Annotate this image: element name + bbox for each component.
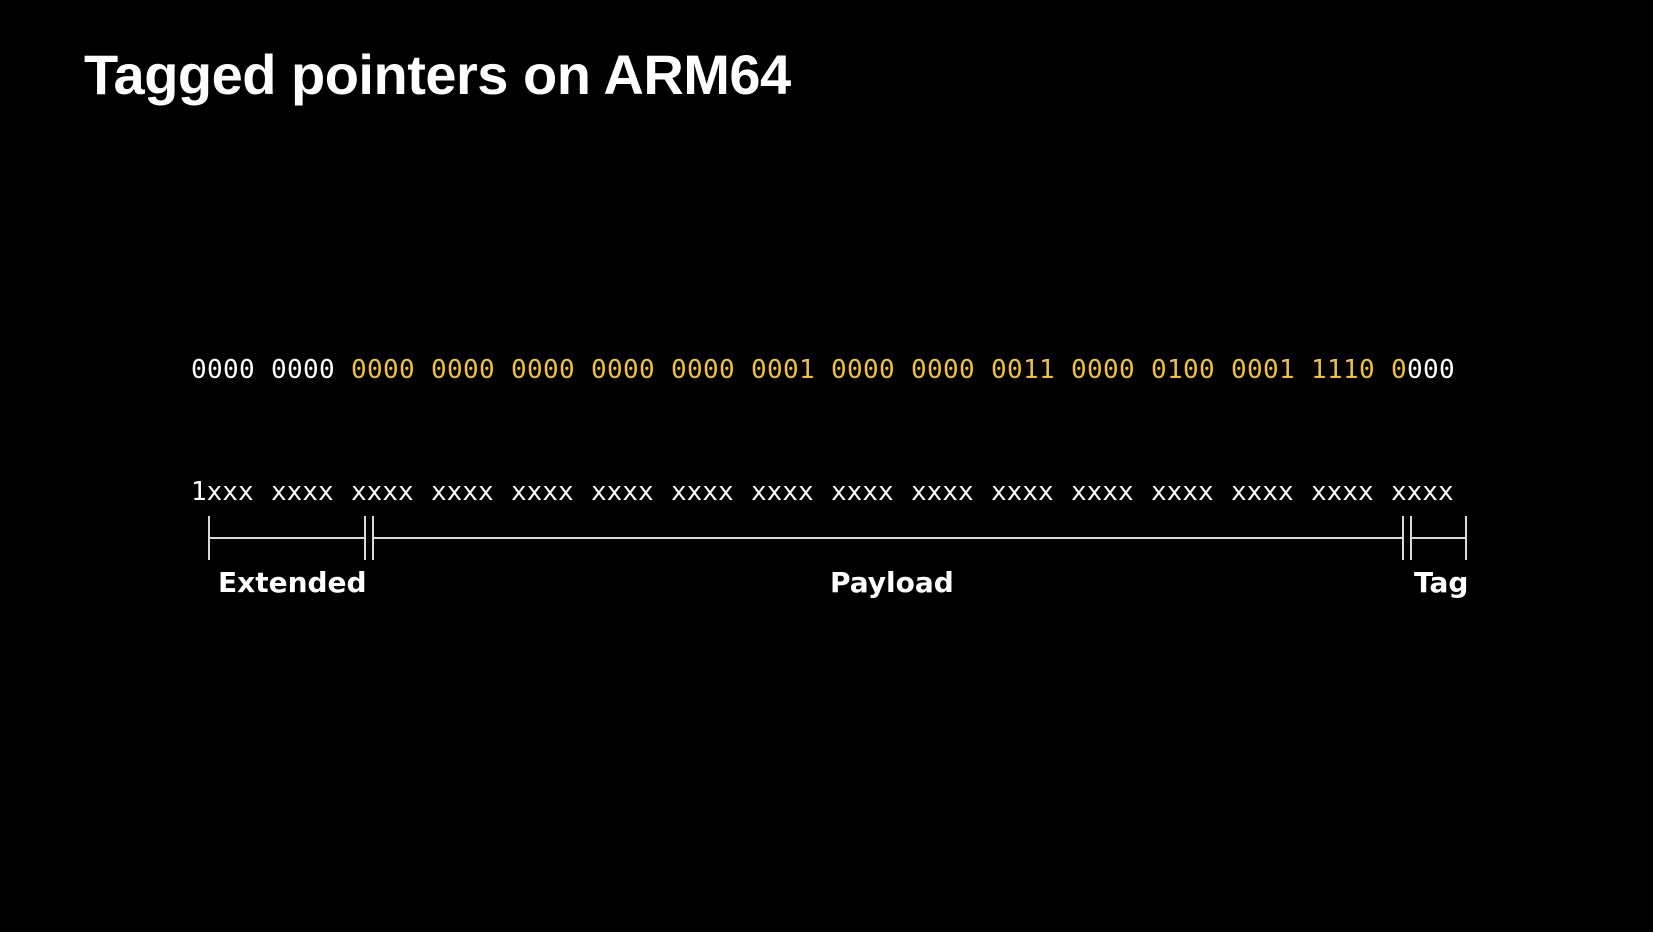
- value-nibble: 0011: [991, 355, 1055, 385]
- pattern-nibble: xxxx: [831, 477, 894, 507]
- pattern-nibble: xxxx: [751, 477, 814, 507]
- pattern-nibble: xxxx: [991, 477, 1054, 507]
- pattern-nibble: xxxx: [591, 477, 654, 507]
- value-nibble: 0000: [671, 355, 735, 385]
- value-nibble: 1110: [1311, 355, 1375, 385]
- pattern-nibble: xxxx: [511, 477, 574, 507]
- pointer-value-row: 0000 0000 0000 0000 0000 0000 0000 0001 0000 0000…: [191, 357, 1471, 383]
- pattern-nibble: xxxx: [671, 477, 734, 507]
- value-nibble: 0000: [431, 355, 495, 385]
- value-nibble: 0100: [1151, 355, 1215, 385]
- value-nibble: 0000: [831, 355, 895, 385]
- pattern-nibble: xxxx: [1311, 477, 1374, 507]
- value-nibble: 0001: [751, 355, 815, 385]
- pattern-nibble: xxxx: [271, 477, 334, 507]
- pattern-nibble: xxxx: [1151, 477, 1214, 507]
- pattern-nibble: xxxx: [1391, 477, 1454, 507]
- pattern-nibble: xxxx: [911, 477, 974, 507]
- value-nibble: 0000: [351, 355, 415, 385]
- pattern-nibble: xxxx: [431, 477, 494, 507]
- pattern-nibble: 1xxx: [191, 477, 254, 507]
- value-nibble: 0000: [591, 355, 655, 385]
- payload-label: Payload: [830, 566, 954, 599]
- tag-label: Tag: [1414, 566, 1469, 599]
- extended-label: Extended: [218, 566, 367, 599]
- slide-title: Tagged pointers on ARM64: [84, 43, 791, 106]
- bit-pattern-row: 1xxx xxxx xxxx xxxx xxxx xxxx xxxx xxxx xxxx xxxx…: [191, 479, 1471, 505]
- value-nibble: 0000: [911, 355, 975, 385]
- pattern-nibble: xxxx: [1071, 477, 1134, 507]
- value-nibble: 0000: [511, 355, 575, 385]
- pattern-nibble: xxxx: [351, 477, 414, 507]
- value-nibble: 0000: [1391, 355, 1455, 385]
- value-nibble: 0001: [1231, 355, 1295, 385]
- value-nibble: 0000: [271, 355, 335, 385]
- value-nibble: 0000: [191, 355, 255, 385]
- pattern-nibble: xxxx: [1231, 477, 1294, 507]
- value-nibble: 0000: [1071, 355, 1135, 385]
